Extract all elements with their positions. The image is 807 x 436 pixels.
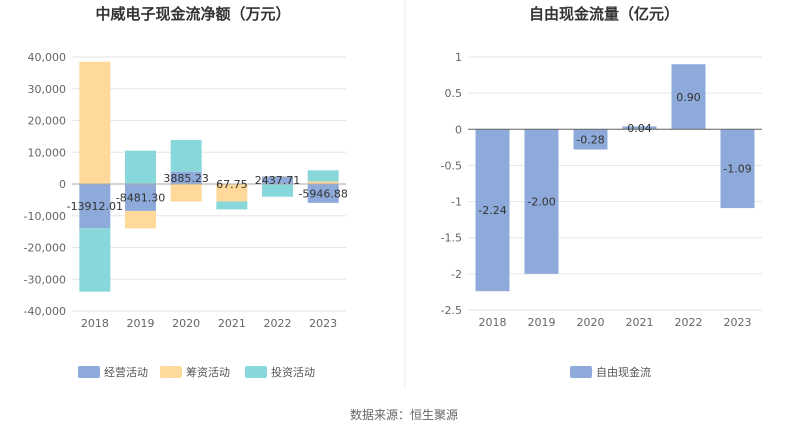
data-label: -5946.88: [298, 187, 347, 200]
bar-2021-series-0: [622, 126, 657, 130]
data-label: -2.00: [527, 196, 555, 209]
data-label: -1.09: [723, 163, 751, 176]
y-tick-label: -30,000: [24, 273, 66, 286]
y-tick-label: 0.5: [445, 87, 463, 100]
bar-2019-series-0: [524, 129, 559, 274]
legend-label: 筹资活动: [186, 365, 230, 379]
bar-2022-series-0: [671, 64, 706, 130]
x-tick-label: 2021: [626, 316, 654, 329]
bar-2023-series-1: [307, 181, 339, 184]
legend-label: 投资活动: [271, 365, 315, 379]
bar-2023-series-0: [720, 129, 755, 209]
data-label: -13912.01: [67, 200, 123, 213]
bar-2018-series-2: [79, 228, 111, 292]
bar-2022-series-0: [262, 176, 294, 184]
cash-flow-chart: 中威电子现金流净额（万元） 40,00030,00020,00010,0000-…: [24, 5, 348, 379]
y-tick-label: 40,000: [28, 51, 67, 64]
y-tick-label: 1: [455, 51, 462, 64]
bar-2018-series-0: [475, 129, 510, 292]
x-tick-label: 2022: [675, 316, 703, 329]
x-tick-label: 2020: [172, 317, 200, 330]
y-tick-label: -10,000: [24, 210, 66, 223]
bar-2019-series-0: [125, 184, 157, 211]
data-labels: -13912.01-8481.30 3885.23 67.75 2437.71-594…: [67, 172, 348, 213]
y-tick-label: -0.5: [441, 159, 462, 172]
y-tick-label: 30,000: [28, 83, 67, 96]
legend-swatch: [245, 366, 267, 378]
y-tick-label: 10,000: [28, 146, 67, 159]
bar-2021-series-1: [216, 184, 248, 202]
data-labels: -2.24 -2.00 -0.28 0.04 0.90 -1.09: [478, 91, 751, 217]
legend: 经营活动 筹资活动 投资活动: [78, 365, 315, 379]
data-label: 0.90: [676, 91, 701, 104]
data-label: 2437.71: [255, 174, 301, 187]
bar-2018-series-0: [79, 184, 111, 229]
legend-swatch: [160, 366, 182, 378]
x-tick-label: 2019: [528, 316, 556, 329]
y-tick-label: 20,000: [28, 115, 67, 128]
x-axis-ticks: 2018 2019 2020 2021 2022 2023: [479, 316, 752, 329]
x-tick-label: 2023: [724, 316, 752, 329]
data-label: -2.24: [478, 204, 506, 217]
bar-2020-series-0: [170, 171, 202, 184]
y-tick-label: -2.5: [441, 304, 462, 317]
data-label: -0.28: [576, 133, 604, 146]
x-tick-label: 2019: [127, 317, 155, 330]
bar-2023-series-0: [307, 184, 339, 203]
legend-swatch: [78, 366, 100, 378]
bar-2022-series-1: [262, 176, 294, 177]
bar-2022-series-2: [262, 184, 294, 197]
bar-2023-series-2: [307, 170, 339, 182]
bars: [475, 64, 755, 292]
bar-2020-series-1: [170, 184, 202, 202]
bar-2018-series-1: [79, 61, 111, 185]
data-label: 67.75: [216, 178, 248, 191]
y-tick-label: -2: [451, 268, 462, 281]
x-axis-ticks: 2018 2019 2020 2021 2022 2023: [81, 317, 337, 330]
x-tick-label: 2018: [479, 316, 507, 329]
x-tick-label: 2021: [218, 317, 246, 330]
y-tick-label: -1.5: [441, 232, 462, 245]
y-tick-label: -20,000: [24, 242, 66, 255]
chart-title-free-cash-flow: 自由现金流量（亿元）: [529, 5, 679, 23]
source-note: 数据来源：恒生聚源: [350, 407, 458, 422]
bar-2021-series-2: [216, 201, 248, 210]
chart-title-cash-flow: 中威电子现金流净额（万元）: [95, 5, 290, 23]
legend-label: 自由现金流: [596, 365, 651, 379]
bar-2020-series-0: [573, 129, 608, 150]
data-label: 3885.23: [163, 172, 209, 185]
y-tick-label: 0: [455, 123, 462, 136]
legend-swatch: [570, 366, 592, 378]
x-tick-label: 2020: [577, 316, 605, 329]
bar-2020-series-2: [170, 139, 202, 172]
legend: 自由现金流: [570, 365, 651, 379]
bars: [79, 61, 339, 292]
bar-2019-series-2: [125, 150, 157, 184]
y-axis-ticks: 40,000 30,000 20,000 10,000 0 -10,000 -20,000 -…: [24, 51, 66, 318]
grid-lines: [468, 56, 762, 311]
data-label: 0.04: [627, 122, 652, 135]
x-tick-label: 2018: [81, 317, 109, 330]
x-tick-label: 2023: [309, 317, 337, 330]
y-tick-label: -1: [451, 196, 462, 209]
y-axis-ticks: 1 0.5 0 -0.5 -1 -1.5 -2 -2.5: [441, 51, 462, 317]
y-tick-label: 0: [59, 178, 66, 191]
data-label: -8481.30: [116, 191, 165, 204]
free-cash-flow-chart: 自由现金流量（亿元） 10.50-0.5-1-1.5-2-2.5 2018 201…: [441, 5, 762, 379]
x-tick-label: 2022: [264, 317, 292, 330]
legend-label: 经营活动: [104, 365, 148, 379]
bar-2019-series-1: [125, 210, 157, 229]
y-tick-label: -40,000: [24, 305, 66, 318]
